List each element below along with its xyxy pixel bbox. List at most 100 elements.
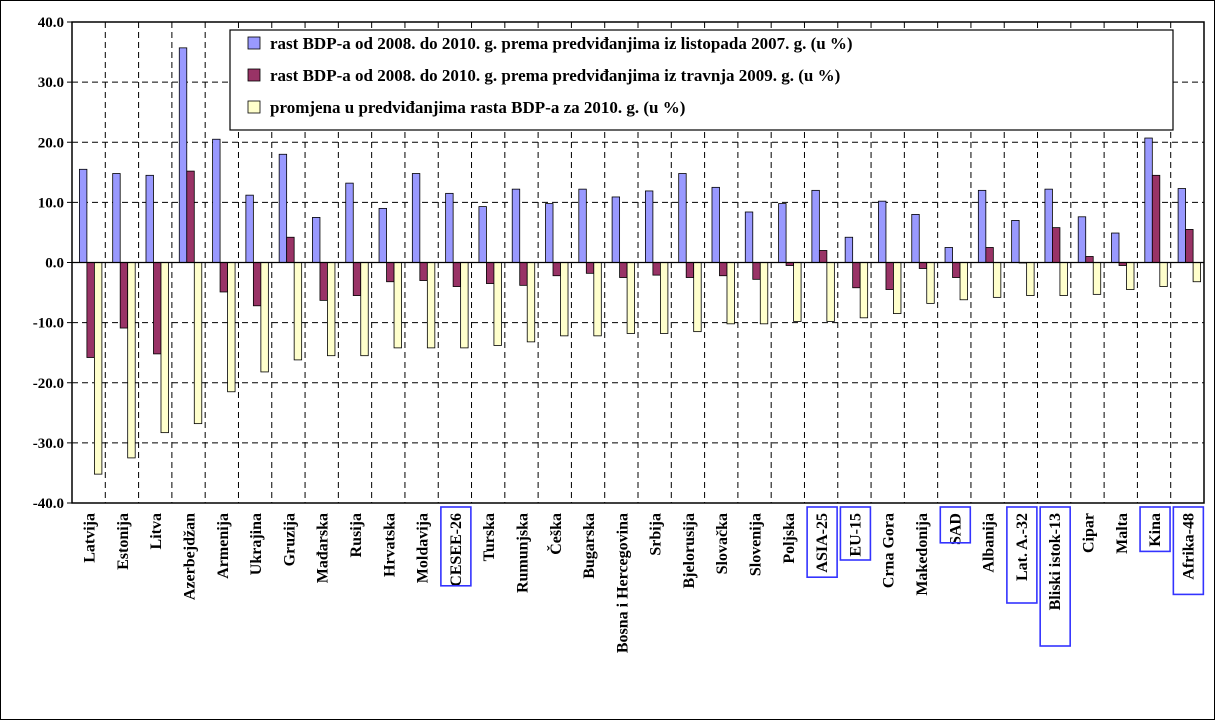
bar-series-1	[944, 247, 953, 263]
x-category-label: Lat. A.-32	[1014, 513, 1031, 581]
x-category-label: Estonija	[115, 513, 132, 570]
x-category-label: Kina	[1147, 513, 1164, 547]
bar-series-3	[327, 262, 336, 357]
bar-series-2	[685, 262, 695, 278]
bar-series-3	[992, 262, 1002, 298]
x-category-label: ASIA-25	[814, 513, 831, 573]
bar-series-1	[678, 173, 687, 263]
legend-label: rast BDP-a od 2008. do 2010. g. prema pr…	[270, 34, 853, 53]
x-category-label: Slovenija	[748, 513, 765, 576]
y-tick-label: -30.0	[33, 436, 64, 452]
bar-series-2	[286, 236, 295, 263]
bar-series-2	[119, 262, 129, 329]
bar-series-3	[759, 262, 769, 325]
x-category-label: CESEE-26	[448, 513, 465, 587]
bar-series-2	[1085, 256, 1094, 263]
bar-series-1	[844, 236, 854, 263]
y-tick-label: 30.0	[38, 75, 64, 91]
x-category-label: Ukrajina	[248, 513, 265, 575]
bar-series-3	[1026, 262, 1035, 296]
bar-series-2	[252, 262, 262, 307]
category-highlight-box	[839, 506, 872, 561]
x-category-label: Makedonija	[914, 513, 931, 596]
y-tick-label: 20.0	[38, 135, 64, 151]
category-highlight-box	[1006, 506, 1038, 604]
bar-series-3	[793, 262, 802, 322]
bar-series-1	[744, 211, 754, 263]
bar-series-2	[818, 250, 828, 263]
y-tick-label: 10.0	[38, 195, 64, 211]
bar-series-3	[560, 262, 569, 337]
x-category-label: Hrvatska	[381, 513, 398, 577]
x-category-label: Mađarska	[315, 513, 332, 583]
bar-series-2	[619, 262, 628, 278]
x-category-label: Bugarska	[581, 513, 598, 579]
category-highlight-box	[440, 506, 472, 587]
legend-swatch	[247, 68, 261, 82]
bar-series-3	[726, 262, 735, 325]
bar-series-3	[826, 262, 835, 322]
bar-series-1	[578, 188, 587, 263]
bar-series-2	[1185, 229, 1194, 263]
bar-series-1	[778, 203, 787, 263]
bar-series-1	[911, 213, 920, 263]
bar-series-3	[626, 262, 636, 334]
legend-swatch	[247, 100, 261, 114]
x-category-label: Afrika-48	[1180, 513, 1197, 580]
bar-series-2	[219, 262, 228, 293]
bar-series-2	[985, 247, 994, 263]
x-category-label: Cipar	[1080, 513, 1097, 553]
bar-series-2	[486, 262, 495, 284]
bar-series-2	[652, 262, 661, 276]
bar-series-2	[552, 262, 561, 277]
bar-series-1	[445, 192, 454, 263]
x-category-label: Crna Gora	[881, 513, 898, 588]
bar-series-3	[526, 262, 536, 343]
bar-series-3	[426, 262, 436, 349]
x-category-label: Srbija	[648, 513, 665, 556]
bar-series-2	[885, 262, 894, 290]
bar-series-3	[1159, 262, 1168, 287]
bar-series-2	[419, 262, 428, 281]
bar-series-1	[545, 203, 554, 263]
bar-series-3	[1092, 262, 1102, 295]
bar-series-2	[752, 262, 761, 280]
bar-series-3	[160, 262, 169, 434]
bar-series-1	[178, 47, 188, 263]
y-tick-label: -40.0	[33, 496, 64, 512]
bar-series-3	[493, 262, 502, 346]
bar-series-1	[478, 206, 487, 263]
x-category-label: Litva	[148, 513, 165, 549]
bar-series-3	[193, 262, 203, 425]
bar-series-2	[852, 262, 861, 289]
bar-series-2	[918, 262, 928, 269]
bar-series-3	[93, 262, 103, 475]
bar-series-3	[926, 262, 935, 304]
x-category-label: Bosna i Hercegovina	[614, 513, 631, 653]
bar-series-1	[312, 217, 321, 263]
bar-series-1	[1177, 188, 1187, 263]
bar-series-2	[153, 262, 162, 355]
x-category-label: Bliski istok-13	[1047, 513, 1064, 610]
bar-series-3	[1059, 262, 1068, 296]
bar-series-1	[78, 168, 88, 263]
bar-series-3	[859, 262, 869, 319]
x-category-label: Gruzija	[281, 513, 298, 566]
y-tick-label: -20.0	[33, 376, 64, 392]
bar-series-2	[719, 262, 728, 277]
bar-series-1	[378, 207, 387, 263]
bar-series-2	[1151, 174, 1161, 263]
y-tick-label: -10.0	[33, 316, 64, 332]
bar-series-3	[693, 262, 702, 333]
x-category-label: Poljska	[781, 513, 798, 564]
bar-series-3	[360, 262, 369, 357]
bar-series-1	[145, 174, 154, 263]
legend-label: promjena u predviđanjima rasta BDP-a za …	[270, 98, 685, 117]
legend-swatch	[247, 36, 261, 50]
bar-series-2	[386, 262, 395, 283]
category-highlight-box	[806, 506, 838, 578]
x-category-label: Albanija	[981, 513, 998, 573]
x-category-label: EU-15	[847, 513, 864, 557]
bar-series-2	[519, 262, 528, 286]
